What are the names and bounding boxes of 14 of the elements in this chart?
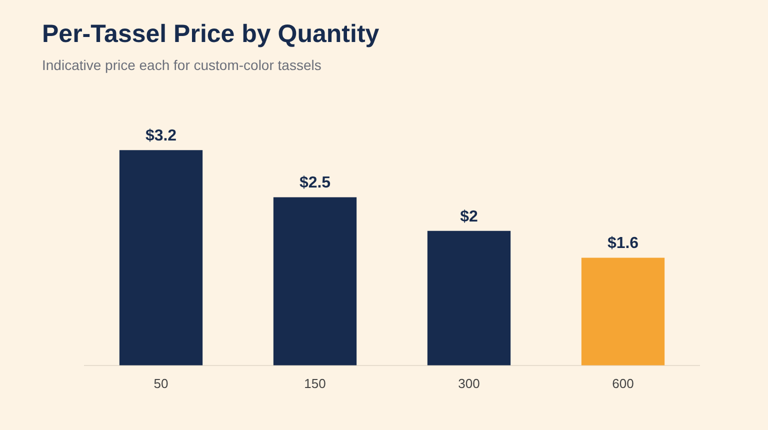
bar — [273, 197, 357, 366]
x-tick-label: 150 — [304, 376, 326, 391]
chart-title: Per-Tassel Price by Quantity — [42, 20, 380, 49]
bar — [119, 150, 203, 366]
x-tick-label: 600 — [612, 376, 634, 391]
data-label: $3.2 — [145, 128, 177, 145]
x-tick-label: 300 — [458, 376, 480, 391]
chart-subtitle: Indicative price each for custom-color tassels — [42, 57, 322, 73]
bar — [581, 258, 665, 366]
bar — [427, 230, 511, 366]
data-label: $1.6 — [607, 235, 639, 252]
data-label: $2.5 — [299, 174, 331, 192]
x-tick-label: 50 — [154, 376, 168, 391]
data-label: $2 — [460, 208, 478, 226]
